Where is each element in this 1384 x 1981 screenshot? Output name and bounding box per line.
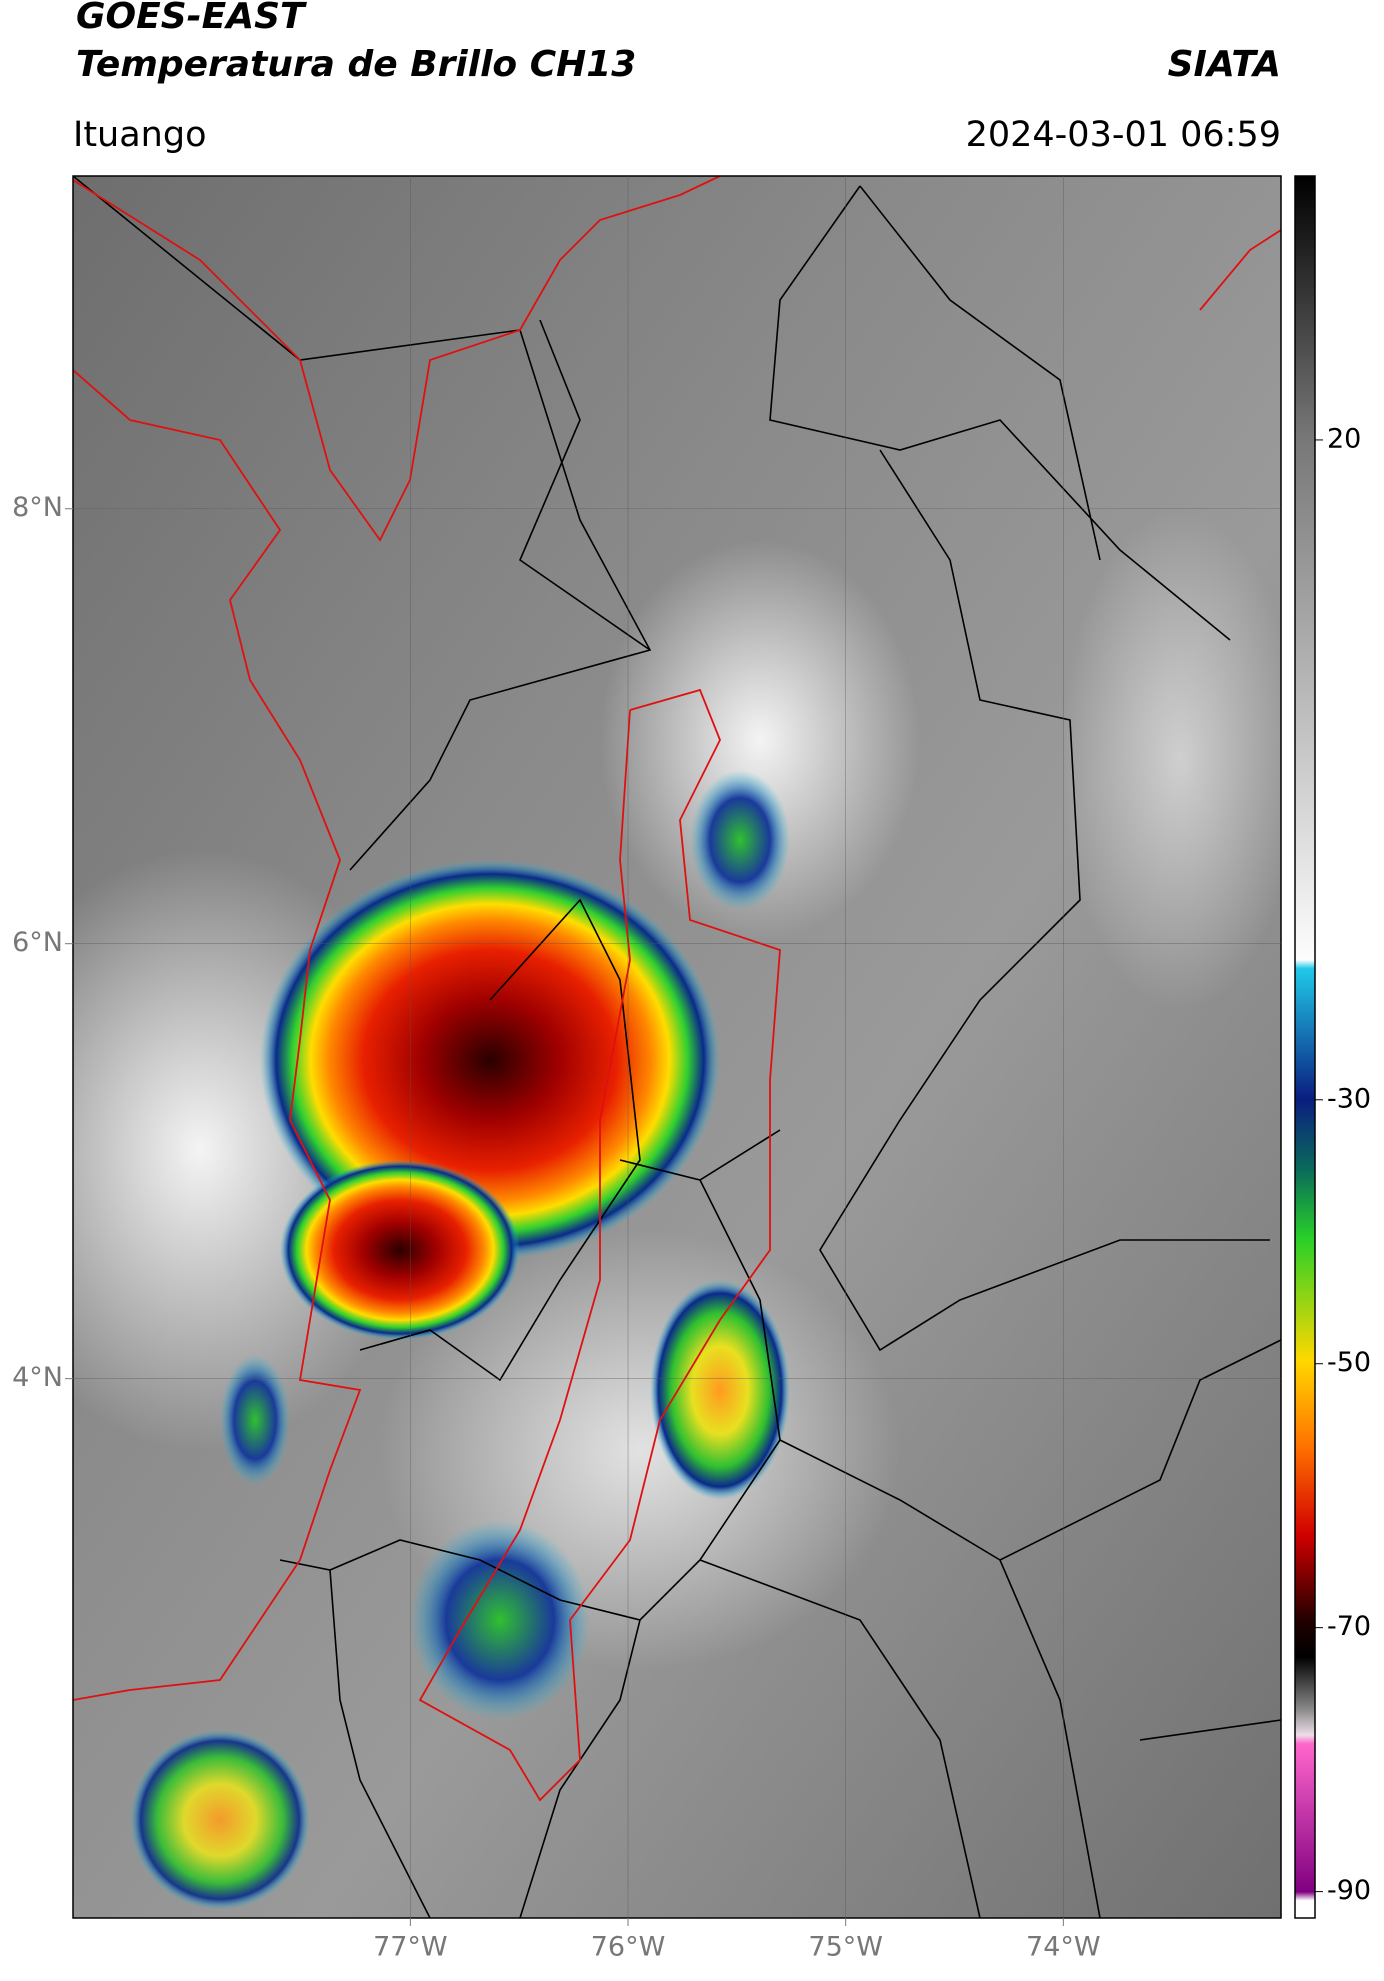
- satellite-image: [73, 176, 1281, 1918]
- x-tick-label: 77°W: [373, 1932, 448, 1963]
- y-tick-label: 6°N: [12, 927, 63, 958]
- location: Ituango: [73, 115, 207, 155]
- title-line: Temperatura de Brillo CH13: [76, 44, 636, 85]
- datetime: 2024-03-01 06:59: [966, 115, 1281, 155]
- y-tick-label: 4°N: [12, 1362, 63, 1393]
- colorbar-tick-label: -90: [1327, 1875, 1371, 1906]
- x-tick-label: 76°W: [591, 1932, 666, 1963]
- source: SIATA: [1168, 44, 1281, 85]
- colorbar-tick-label: -70: [1327, 1611, 1371, 1642]
- y-tick-label: 8°N: [12, 492, 63, 523]
- colorbar-tick-label: -30: [1327, 1083, 1371, 1114]
- x-tick-label: 75°W: [808, 1932, 883, 1963]
- map-frame: [72, 175, 1282, 1919]
- x-tick-label: 74°W: [1026, 1932, 1101, 1963]
- colorbar-tick-label: -50: [1327, 1347, 1371, 1378]
- colorbar: [1294, 175, 1316, 1919]
- title-line: GOES-EAST: [76, 0, 307, 37]
- colorbar-tick-label: 20: [1327, 423, 1361, 454]
